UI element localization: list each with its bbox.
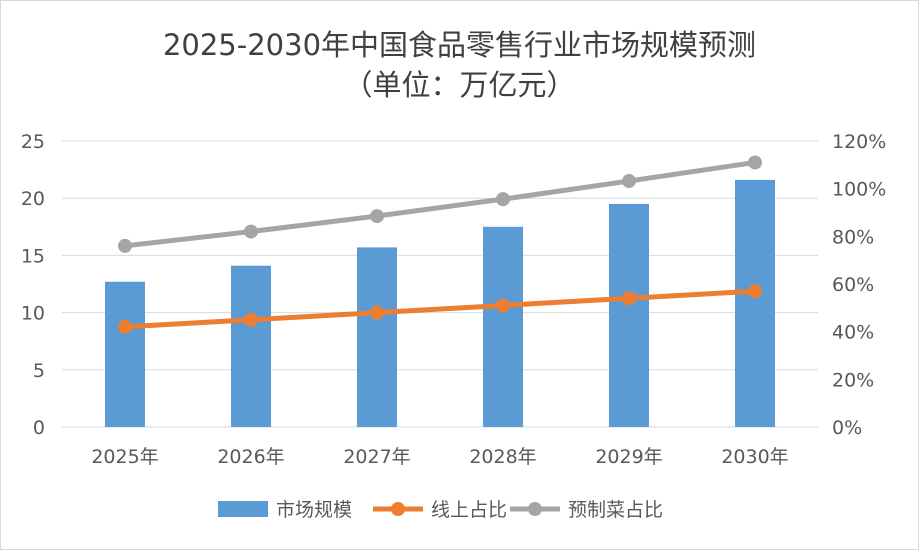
right-tick-label: 120% <box>832 131 886 153</box>
x-tick-label: 2026年 <box>217 446 284 468</box>
bar-2030年 <box>735 179 775 427</box>
x-tick-label: 2030年 <box>721 446 788 468</box>
bar-2029年 <box>609 203 649 427</box>
legend-label: 市场规模 <box>276 499 352 521</box>
bar-2026年 <box>231 265 271 427</box>
x-tick-label: 2029年 <box>595 446 662 468</box>
right-tick-label: 80% <box>832 226 874 248</box>
legend-marker <box>391 502 405 516</box>
line-point <box>496 298 510 313</box>
legend-label: 线上占比 <box>431 499 507 521</box>
line-point <box>244 224 258 239</box>
legend-marker <box>528 502 542 516</box>
right-tick-label: 100% <box>832 179 886 201</box>
bar-2025年 <box>105 281 145 427</box>
line-point <box>118 238 132 253</box>
line-point <box>622 291 636 306</box>
left-tick-label: 25 <box>21 131 45 153</box>
x-tick-label: 2028年 <box>469 446 536 468</box>
bar-2028年 <box>483 226 523 427</box>
left-tick-label: 10 <box>21 303 45 325</box>
x-tick-label: 2027年 <box>343 446 410 468</box>
line-point <box>748 284 762 299</box>
left-tick-label: 15 <box>21 245 45 267</box>
line-point <box>370 209 384 224</box>
x-tick-label: 2025年 <box>91 446 158 468</box>
line-series-1 <box>124 288 756 330</box>
line-series-2 <box>124 159 756 249</box>
line-point <box>370 305 384 320</box>
line-point <box>118 319 132 334</box>
line-point <box>244 312 258 327</box>
line-point <box>622 174 636 189</box>
legend-label: 预制菜占比 <box>568 499 663 521</box>
left-tick-label: 0 <box>33 417 45 439</box>
bar-2027年 <box>357 247 397 427</box>
left-tick-label: 5 <box>33 360 45 382</box>
chart-title: 2025-2030年中国食品零售行业市场规模预测 <box>162 28 757 62</box>
left-tick-label: 20 <box>21 188 45 210</box>
line-point <box>496 192 510 207</box>
right-tick-label: 20% <box>832 369 874 391</box>
right-tick-label: 40% <box>832 322 874 344</box>
right-tick-label: 0% <box>832 417 862 439</box>
right-tick-label: 60% <box>832 274 874 296</box>
legend-swatch-bar <box>218 501 268 517</box>
line-point <box>748 155 762 170</box>
chart-subtitle: （单位：万亿元） <box>343 68 576 102</box>
